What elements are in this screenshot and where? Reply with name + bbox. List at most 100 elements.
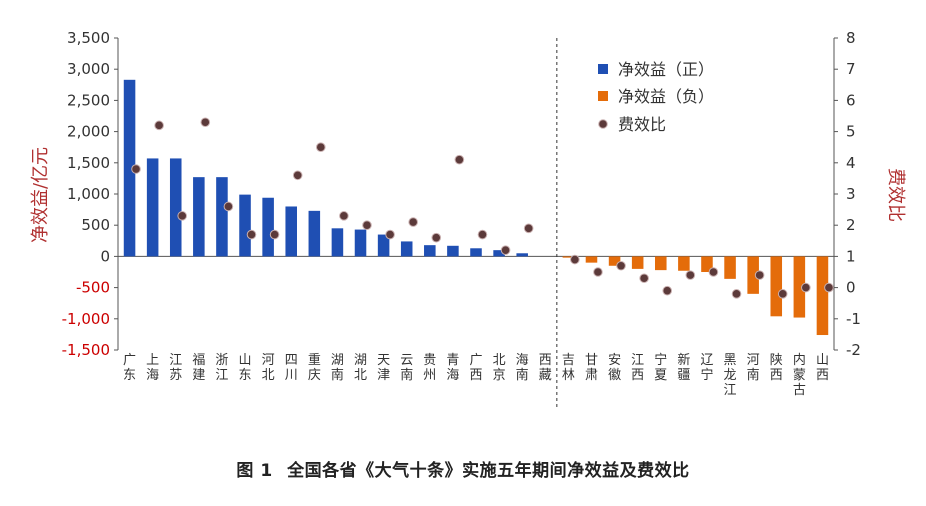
ratio-point	[154, 120, 164, 131]
right-tick-label: 1	[846, 247, 856, 265]
legend-swatch-negative	[598, 91, 608, 101]
category-label: 北京	[493, 353, 506, 383]
category-label: 辽宁	[700, 353, 713, 383]
category-label: 吉林	[562, 353, 575, 383]
category-label: 江苏	[169, 353, 182, 383]
y-axis-label-right: 费效比	[885, 168, 906, 222]
category-label: 湖北	[354, 353, 367, 383]
ratio-point	[131, 164, 141, 174]
ratio-point	[824, 282, 834, 293]
figure-caption: 图 1 全国各省《大气十条》实施五年期间净效益及费效比	[0, 456, 926, 481]
category-label: 青海	[446, 353, 459, 383]
category-label: 宁夏	[654, 352, 667, 383]
ratio-point	[731, 289, 742, 299]
left-tick-label: 1,000	[67, 185, 110, 203]
legend-swatch-ratio	[598, 119, 608, 129]
axis-ticks: -1,500 -1,000 -500 0 500 1,000 1,500 2,000 2,500…	[62, 29, 861, 359]
category-label: 贵州	[423, 353, 436, 383]
ratio-point	[200, 117, 211, 128]
category-label: 山西	[816, 353, 829, 383]
ratio-point	[754, 270, 765, 280]
bar-positive	[377, 234, 390, 257]
bar-positive	[239, 194, 251, 257]
bar-positive	[400, 241, 413, 257]
bar-negative	[562, 256, 575, 258]
bar-positive	[516, 253, 528, 257]
left-tick-label: -1,500	[62, 341, 110, 359]
ratio-point	[477, 229, 488, 240]
ratio-points	[131, 117, 834, 299]
bar-negative	[747, 256, 759, 294]
category-labels: 广东上海江苏福建浙江山东河北四川重庆湖南湖北天津云南贵州青海广西北京海南西藏吉林…	[123, 352, 829, 398]
bar-negative	[770, 256, 783, 317]
bar-negative	[678, 256, 690, 271]
ratio-point	[315, 142, 326, 152]
bar-positive	[123, 79, 136, 257]
left-tick-label: 3,500	[67, 29, 110, 47]
right-tick-label: -1	[846, 310, 861, 328]
legend-label-ratio: 费效比	[618, 115, 666, 134]
bar-positive	[470, 248, 482, 257]
category-label: 广西	[469, 353, 482, 383]
bar-negative	[655, 256, 667, 271]
category-label: 浙江	[215, 353, 228, 383]
ratio-point	[408, 217, 418, 227]
ratio-point	[292, 170, 303, 181]
bar-negative	[608, 256, 621, 266]
bars	[123, 79, 829, 336]
ratio-point	[616, 260, 626, 271]
right-tick-label: 5	[846, 123, 856, 141]
bar-positive	[262, 197, 274, 257]
legend: 净效益（正） 净效益（负） 费效比	[598, 60, 714, 134]
bar-positive	[447, 245, 459, 257]
ratio-point	[177, 211, 188, 221]
category-label: 河南	[747, 353, 760, 383]
ratio-point	[777, 289, 788, 299]
bar-positive	[354, 229, 367, 257]
right-tick-label: 7	[846, 60, 856, 78]
category-label: 山东	[239, 353, 252, 383]
category-label: 四川	[285, 353, 298, 383]
category-label: 海南	[516, 353, 529, 383]
ratio-point	[246, 229, 257, 240]
category-label: 陕西	[770, 353, 783, 383]
left-tick-label: 0	[100, 247, 110, 265]
ratio-point	[708, 267, 719, 277]
category-label: 重庆	[308, 352, 321, 383]
ratio-point	[639, 273, 649, 284]
left-tick-label: 3,000	[67, 60, 110, 78]
bar-negative	[701, 256, 713, 272]
category-label: 新疆	[677, 352, 690, 383]
ratio-point	[570, 254, 580, 265]
left-tick-label: 2,000	[67, 123, 110, 141]
category-label: 黑龙江	[724, 353, 737, 398]
right-tick-label: 6	[846, 91, 856, 109]
ratio-point	[593, 267, 603, 277]
legend-label-positive: 净效益（正）	[618, 60, 714, 79]
category-label: 内蒙古	[793, 352, 806, 398]
ratio-point	[339, 211, 349, 221]
left-tick-label: -500	[76, 279, 110, 297]
ratio-point	[431, 232, 442, 243]
right-tick-label: 0	[846, 279, 856, 297]
right-tick-label: 8	[846, 29, 856, 47]
ratio-point	[801, 282, 811, 293]
bar-negative	[585, 256, 598, 263]
bar-positive	[493, 250, 505, 257]
category-label: 福建	[192, 353, 205, 383]
left-tick-label: 2,500	[67, 91, 110, 109]
left-tick-label: 1,500	[67, 154, 110, 172]
category-label: 河北	[262, 353, 275, 383]
category-label: 天津	[377, 353, 390, 383]
bar-negative	[816, 256, 829, 336]
bar-negative	[724, 256, 736, 279]
right-tick-label: 3	[846, 185, 856, 203]
category-label: 甘肃	[585, 353, 598, 383]
category-label: 湖南	[331, 353, 344, 383]
left-tick-label: -1,000	[62, 310, 110, 328]
y-axis-label-left: 净效益/亿元	[30, 147, 51, 243]
ratio-point	[269, 229, 280, 240]
figure-label: 图 1	[236, 461, 273, 481]
category-label: 江西	[631, 353, 644, 383]
ratio-point	[500, 245, 511, 255]
